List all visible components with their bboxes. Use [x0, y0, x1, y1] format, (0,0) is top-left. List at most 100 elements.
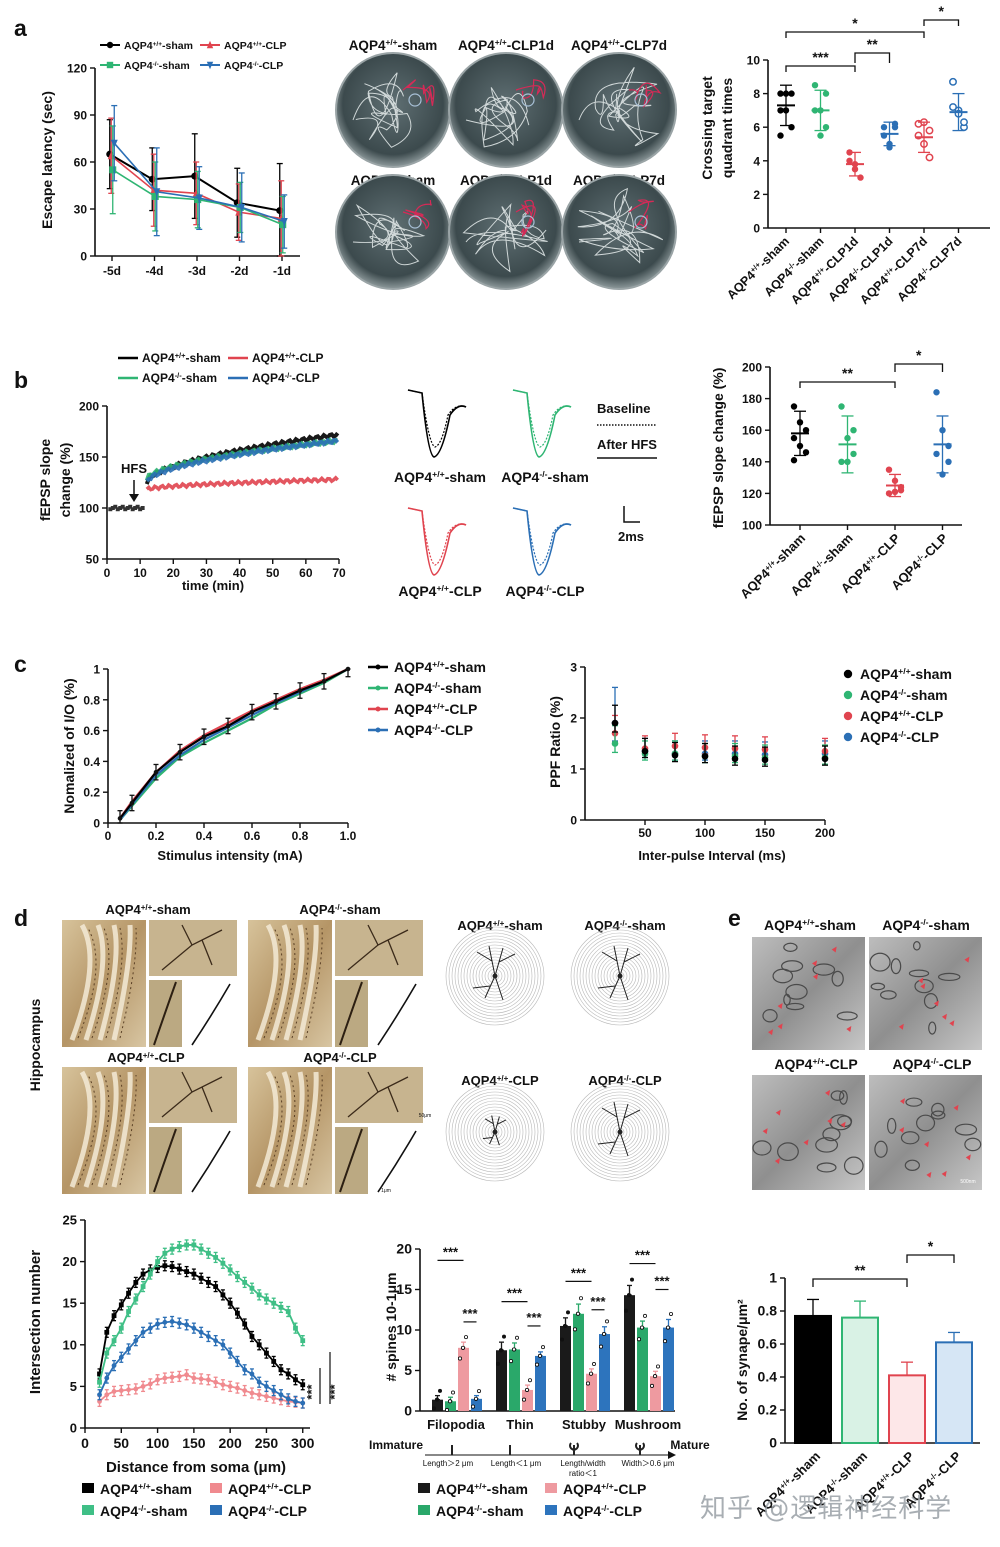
data-point: [457, 1356, 462, 1361]
data-point: [627, 1293, 632, 1298]
data-point: [450, 1390, 455, 1395]
sholl-ring: [588, 1100, 652, 1164]
significance-bracket: [799, 381, 896, 388]
sholl-label: AQP4+/+-CLP: [461, 1073, 539, 1088]
trace-baseline: [512, 507, 572, 566]
significance-bracket: [812, 1278, 908, 1287]
em-vesicle: [914, 978, 934, 994]
label-superscript: +/+: [253, 41, 263, 48]
x-tick-label: -2d: [231, 264, 249, 278]
label-superscript: +/+: [898, 708, 911, 718]
em-vesicle: [785, 1002, 805, 1011]
tissue-band: [269, 924, 292, 1041]
synapse-arrow: [812, 960, 818, 967]
significance-label: **: [842, 365, 853, 381]
series-line: [119, 668, 349, 821]
target-path: [628, 82, 662, 109]
soma: [617, 973, 623, 979]
label-part: AQP4: [100, 1481, 138, 1497]
label-superscript: -/-: [920, 917, 928, 927]
target-path: [402, 79, 435, 106]
data-point: [162, 1319, 168, 1325]
sholl-ring: [609, 1121, 631, 1143]
em-image: [869, 1075, 982, 1190]
data-point: [949, 103, 957, 111]
data-point: [838, 458, 845, 465]
watermark: 知乎 @逻辑神经科学: [700, 1494, 953, 1524]
data-point: [118, 1388, 124, 1393]
legend-swatch: [418, 1505, 430, 1515]
label-part: AQP4: [882, 917, 920, 933]
x-tick-label: Mushroom: [615, 1417, 681, 1432]
data-point: [788, 90, 795, 97]
x-axis-label: Distance from soma (μm): [106, 1459, 286, 1476]
em-vesicle: [783, 942, 798, 952]
tissue-band: [97, 1071, 119, 1188]
y-tick-label: 2: [570, 712, 577, 726]
data-point: [115, 507, 120, 512]
label-superscript: -/-: [335, 903, 343, 912]
trace-baseline: [512, 389, 572, 448]
data-point: [198, 1376, 204, 1382]
neuron-dendrite: [161, 1071, 223, 1118]
data-point: [126, 1346, 131, 1352]
data-point: [264, 1296, 269, 1302]
sholl-ring: [490, 971, 500, 981]
label-part: -CLP: [871, 530, 903, 562]
tissue-band: [297, 924, 319, 1041]
label-superscript: +/+: [266, 1481, 279, 1491]
tissue-band: [269, 1071, 292, 1188]
sholl-ring: [615, 971, 625, 981]
data-point: [113, 504, 118, 509]
y-tick-label: 1: [93, 663, 100, 677]
label-superscript: -/-: [266, 1503, 274, 1513]
sholl-ring: [576, 932, 664, 1020]
label-superscript: +/+: [495, 37, 507, 47]
sholl-ring: [463, 1100, 527, 1164]
maturity-arrowhead: [668, 1451, 676, 1459]
synapse-arrow: [827, 1117, 833, 1124]
sholl-ring: [445, 926, 545, 1026]
y-tick-label: 0: [769, 1435, 777, 1451]
data-point: [153, 769, 159, 775]
tissue-cells: [305, 1074, 323, 1186]
y-tick-label: 4: [753, 154, 760, 168]
y-tick-label: 180: [742, 392, 762, 406]
legend-label: AQP4-/--sham: [100, 1503, 188, 1519]
synapse-arrow: [846, 1026, 852, 1033]
y-tick-label: 2: [753, 188, 760, 202]
data-point: [120, 504, 125, 509]
label-part: AQP4: [501, 469, 539, 485]
synapse-arrow: [941, 1170, 947, 1177]
y-axis-label: PPF Ratio (%): [547, 696, 563, 788]
data-point: [191, 1325, 197, 1331]
significance-label: **: [855, 1262, 866, 1278]
tissue-cells: [305, 927, 323, 1039]
chart-fepsp-timecourse: 50 100 150 200 0 10 20 30 40 50 60 70 time (min) fEPS…: [37, 351, 346, 594]
neuron-trace: [472, 945, 516, 1001]
legend-label: AQP4-/--sham: [124, 60, 190, 72]
label-part: AQP4: [252, 371, 285, 385]
histology-label: AQP4-/--sham: [299, 902, 380, 917]
em-vesicle: [752, 1140, 772, 1156]
data-point: [155, 1321, 160, 1327]
data-point: [129, 800, 135, 806]
legend-swatch: [545, 1505, 557, 1515]
sholl-ring: [579, 935, 661, 1017]
label-superscript: +/+: [474, 1481, 487, 1491]
data-point: [130, 507, 135, 512]
data-point: [97, 1379, 102, 1385]
data-point: [227, 1384, 233, 1389]
maze-dish: [335, 52, 451, 168]
tissue-cells: [119, 1074, 137, 1186]
x-tick-label: 0.8: [292, 829, 309, 843]
data-point: [169, 1264, 175, 1269]
sholl-ring: [451, 1088, 539, 1176]
label-part: AQP4: [124, 60, 153, 72]
data-point: [271, 1395, 277, 1401]
data-point: [611, 719, 619, 727]
sholl-ring: [484, 1121, 506, 1143]
synapse-arrow: [825, 1089, 831, 1096]
